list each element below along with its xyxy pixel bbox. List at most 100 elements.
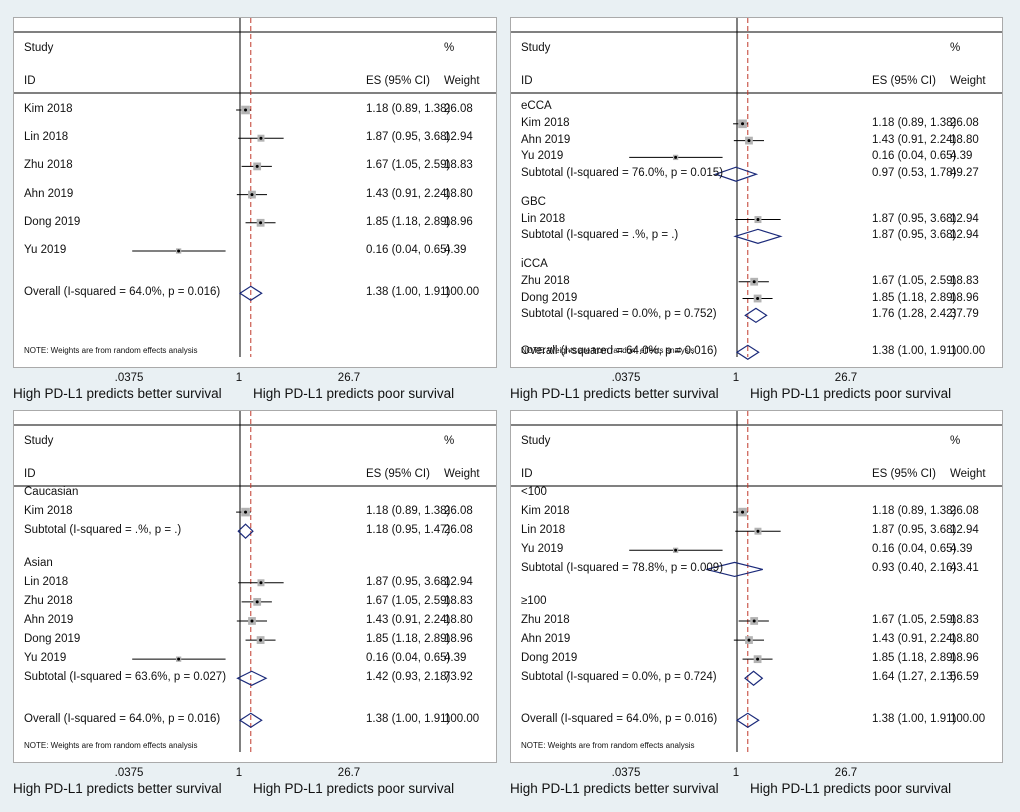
- group-label: <100: [521, 486, 547, 498]
- study-label: Dong 2019: [24, 633, 81, 646]
- point-estimate: [741, 510, 745, 514]
- effect-estimate: 1.38 (1.00, 1.91): [872, 713, 957, 726]
- forest-plot: Study ID ES (95% CI)% Weight Caucasian Kim 20…: [13, 410, 497, 763]
- weight-value: 18.80: [950, 133, 979, 146]
- tick-label: 26.7: [337, 372, 361, 384]
- effect-estimate: 1.87 (0.95, 3.68): [366, 131, 451, 144]
- tick-label: 1: [732, 372, 740, 384]
- effect-estimate: 0.16 (0.04, 0.65): [366, 244, 451, 256]
- caption-right: High PD-L1 predicts poor survival: [253, 781, 455, 796]
- weight-value: 18.83: [950, 613, 979, 626]
- point-estimate: [756, 529, 760, 533]
- tick-label: .0375: [611, 767, 641, 779]
- weight-value: 18.96: [950, 291, 979, 304]
- point-estimate: [752, 619, 756, 623]
- effect-estimate: 1.67 (1.05, 2.59): [872, 613, 957, 626]
- study-label: Yu 2019: [24, 652, 67, 665]
- weight-value: 18.83: [950, 274, 979, 287]
- study-label: Dong 2019: [24, 215, 81, 228]
- effect-estimate: 1.85 (1.18, 2.89): [872, 291, 957, 304]
- point-estimate: [255, 600, 259, 604]
- point-estimate: [259, 581, 263, 585]
- weight-value: 4.39: [444, 244, 467, 256]
- header-study: Study: [521, 435, 551, 447]
- effect-estimate: 0.16 (0.04, 0.65): [366, 652, 451, 665]
- weight-value: 12.94: [444, 575, 473, 588]
- header-es: ES (95% CI): [872, 468, 936, 480]
- study-label: Ahn 2019: [521, 133, 571, 146]
- weight-value: 18.96: [950, 652, 979, 665]
- tick-label: 1: [235, 767, 243, 779]
- effect-estimate: 1.38 (1.00, 1.91): [872, 345, 957, 358]
- effect-estimate: 1.85 (1.18, 2.89): [366, 215, 451, 228]
- point-estimate: [747, 139, 751, 143]
- study-label: Yu 2019: [521, 543, 564, 556]
- study-label: Zhu 2018: [521, 274, 570, 287]
- weight-value: 26.08: [444, 505, 473, 518]
- overall-label: Overall (I-squared = 64.0%, p = 0.016): [24, 286, 221, 299]
- point-estimate: [756, 657, 760, 661]
- weight-value: 18.83: [444, 159, 473, 172]
- header-study: Study: [24, 42, 54, 54]
- forest-plot: Study ID ES (95% CI)% Weight eCCA Kim 2018 1.1…: [510, 17, 1003, 368]
- subtotal-diamond: [744, 307, 768, 324]
- effect-estimate: 1.64 (1.27, 2.13): [872, 671, 957, 684]
- effect-estimate: 0.93 (0.40, 2.16): [872, 562, 957, 575]
- study-label: Zhu 2018: [24, 594, 73, 607]
- weight-value: 12.94: [950, 212, 979, 225]
- overall-label: Overall (I-squared = 64.0%, p = 0.016): [521, 345, 718, 358]
- study-label: Kim 2018: [24, 103, 73, 115]
- subtotal-label: Subtotal (I-squared = 0.0%, p = 0.724): [521, 671, 717, 684]
- effect-estimate: 1.85 (1.18, 2.89): [872, 652, 957, 665]
- study-label: Dong 2019: [521, 291, 578, 304]
- study-label: Yu 2019: [24, 244, 67, 256]
- tick-label: .0375: [114, 372, 144, 384]
- subtotal-diamond: [744, 670, 764, 687]
- study-label: Lin 2018: [521, 524, 566, 537]
- point-estimate: [177, 249, 181, 253]
- weight-value: 18.96: [444, 633, 473, 646]
- weight-value: 18.96: [444, 215, 473, 228]
- header-es: ES (95% CI): [366, 468, 430, 480]
- effect-estimate: 1.18 (0.89, 1.38): [872, 116, 957, 129]
- weight-value: 26.08: [444, 103, 473, 115]
- weight-value: 100.00: [950, 345, 986, 358]
- group-label: Asian: [24, 556, 53, 569]
- point-estimate: [250, 619, 254, 623]
- effect-estimate: 1.43 (0.91, 2.24): [872, 633, 957, 646]
- plot-canvas: [14, 18, 496, 357]
- tick-label: .0375: [114, 767, 144, 779]
- group-label: ≥100: [521, 594, 547, 607]
- header-es: ES (95% CI): [366, 75, 430, 87]
- weight-value: 100.00: [444, 286, 480, 299]
- weight-value: 12.94: [950, 229, 979, 242]
- point-estimate: [259, 221, 263, 225]
- tick-label: .0375: [611, 372, 641, 384]
- header-weight: Weight: [950, 75, 986, 87]
- group-label: Caucasian: [24, 486, 79, 498]
- subtotal-diamond: [733, 228, 783, 244]
- overall-diamond: [238, 712, 263, 729]
- subtotal-diamond: [706, 561, 763, 578]
- header-weight: Weight: [444, 75, 480, 87]
- plot-canvas: [511, 18, 1002, 360]
- study-label: Kim 2018: [521, 116, 570, 129]
- study-label: Lin 2018: [521, 212, 566, 225]
- effect-estimate: 1.43 (0.91, 2.24): [366, 187, 451, 200]
- group-label: GBC: [521, 195, 546, 208]
- caption-left: High PD-L1 predicts better survival: [13, 386, 222, 401]
- point-estimate: [250, 193, 254, 197]
- effect-estimate: 1.85 (1.18, 2.89): [366, 633, 451, 646]
- plot-canvas: [511, 411, 1002, 752]
- point-estimate: [756, 218, 760, 222]
- study-label: Kim 2018: [24, 505, 73, 518]
- note-text: NOTE: Weights are from random effects an…: [24, 741, 198, 750]
- point-estimate: [752, 280, 756, 284]
- header-pct: %: [950, 42, 961, 54]
- forest-plot: Study ID ES (95% CI)% Weight <100 Kim 2018 1.1…: [510, 410, 1003, 763]
- caption-left: High PD-L1 predicts better survival: [510, 386, 719, 401]
